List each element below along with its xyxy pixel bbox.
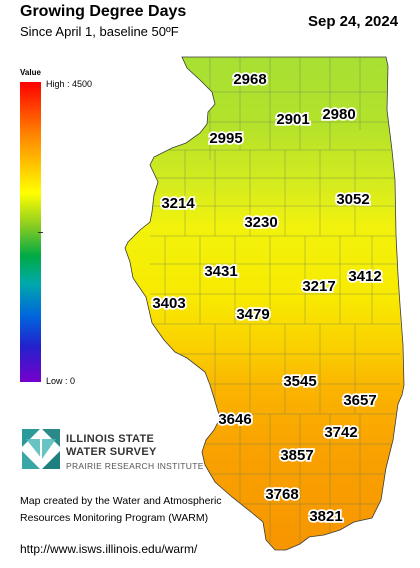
credit-line1: Map created by the Water and Atmospheric: [20, 495, 222, 507]
gdd-label: 3412: [348, 268, 381, 285]
legend-color-bar: [20, 82, 41, 382]
warm-url-link[interactable]: http://www.isws.illinois.edu/warm/: [20, 542, 198, 556]
gdd-label: 3479: [236, 306, 269, 323]
isws-logo-icon: [22, 429, 60, 469]
gdd-label: 3230: [244, 214, 277, 231]
gdd-label: 3545: [283, 373, 316, 390]
gdd-label: 2901: [276, 111, 309, 128]
illinois-state-shape: [124, 56, 405, 551]
gdd-label: 3857: [280, 447, 313, 464]
legend-title: Value: [20, 68, 41, 77]
map-title: Growing Degree Days: [20, 3, 187, 20]
org-name-line3: PRAIRIE RESEARCH INSTITUTE: [66, 461, 204, 471]
gdd-label: 3768: [265, 486, 298, 503]
legend-low-label: Low : 0: [46, 376, 76, 386]
gdd-label: 3821: [309, 508, 342, 525]
gdd-label: 3657: [343, 392, 376, 409]
gdd-label: 3742: [324, 424, 357, 441]
credit-line2: Resources Monitoring Program (WARM): [20, 512, 209, 524]
gdd-label: 3646: [218, 411, 251, 428]
gdd-label: 3217: [302, 278, 335, 295]
legend-tick: [38, 232, 43, 233]
map-date: Sep 24, 2024: [308, 13, 399, 30]
gdd-label: 3431: [204, 263, 237, 280]
gdd-label: 3214: [161, 195, 195, 212]
gdd-label: 2968: [233, 71, 266, 88]
gdd-label: 2980: [322, 106, 355, 123]
org-name-line1: ILLINOIS STATE: [66, 433, 155, 445]
gdd-label: 3052: [336, 191, 369, 208]
map-subtitle: Since April 1, baseline 50ºF: [20, 24, 179, 39]
gdd-label: 2995: [209, 130, 242, 147]
legend-high-label: High : 4500: [46, 79, 93, 89]
gdd-label: 3403: [152, 295, 185, 312]
org-name-line2: WATER SURVEY: [66, 446, 157, 458]
